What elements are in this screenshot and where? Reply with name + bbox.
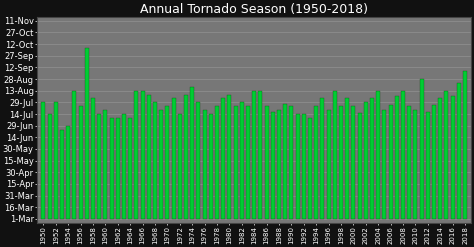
Bar — [463, 71, 467, 219]
Bar — [308, 118, 312, 219]
Bar — [153, 102, 157, 219]
Bar — [128, 118, 132, 219]
Bar — [103, 110, 108, 219]
Bar — [196, 102, 201, 219]
Bar — [178, 114, 182, 219]
Bar — [109, 118, 114, 219]
Bar — [246, 106, 250, 219]
Bar — [333, 91, 337, 219]
Bar — [457, 83, 461, 219]
Bar — [209, 114, 213, 219]
Bar — [135, 91, 138, 219]
Bar — [320, 99, 324, 219]
Bar — [407, 106, 411, 219]
Bar — [91, 99, 95, 219]
Bar — [172, 99, 176, 219]
Bar — [141, 91, 145, 219]
Title: Annual Tornado Season (1950-2018): Annual Tornado Season (1950-2018) — [140, 3, 368, 16]
Bar — [190, 87, 194, 219]
Bar — [228, 95, 231, 219]
Bar — [116, 118, 120, 219]
Bar — [97, 114, 101, 219]
Bar — [258, 91, 263, 219]
Bar — [419, 79, 424, 219]
Bar — [370, 99, 374, 219]
Bar — [264, 106, 269, 219]
Bar — [54, 102, 58, 219]
Bar — [122, 114, 126, 219]
Bar — [364, 102, 368, 219]
Bar — [47, 114, 52, 219]
Bar — [296, 114, 300, 219]
Bar — [451, 96, 455, 219]
Bar — [277, 110, 281, 219]
Bar — [339, 106, 343, 219]
Bar — [184, 95, 188, 219]
Bar — [215, 106, 219, 219]
Bar — [290, 106, 293, 219]
Bar — [271, 112, 275, 219]
Bar — [221, 99, 225, 219]
Bar — [240, 102, 244, 219]
Bar — [401, 91, 405, 219]
Bar — [357, 113, 362, 219]
Bar — [147, 95, 151, 219]
Bar — [283, 104, 287, 219]
Bar — [445, 91, 448, 219]
Bar — [426, 112, 430, 219]
Bar — [438, 99, 442, 219]
Bar — [432, 105, 436, 219]
Bar — [395, 96, 399, 219]
Bar — [159, 110, 163, 219]
Bar — [302, 114, 306, 219]
Bar — [202, 110, 207, 219]
Bar — [389, 105, 392, 219]
Bar — [41, 102, 46, 219]
Bar — [252, 91, 256, 219]
Bar — [314, 106, 318, 219]
Bar — [376, 91, 380, 219]
Bar — [234, 106, 237, 219]
Bar — [60, 130, 64, 219]
Bar — [345, 99, 349, 219]
Bar — [85, 48, 89, 219]
Bar — [73, 91, 76, 219]
Bar — [66, 126, 70, 219]
Bar — [79, 106, 82, 219]
Bar — [413, 110, 418, 219]
Bar — [351, 106, 356, 219]
Bar — [165, 106, 170, 219]
Bar — [383, 110, 386, 219]
Bar — [327, 110, 331, 219]
